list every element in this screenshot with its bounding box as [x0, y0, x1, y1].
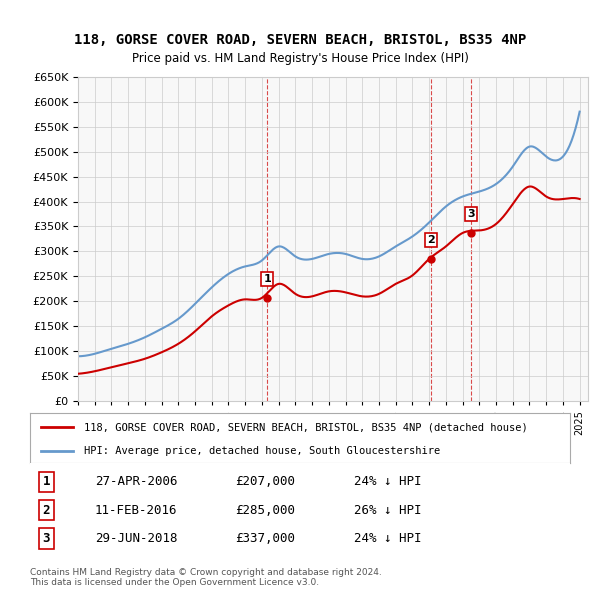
Text: 26% ↓ HPI: 26% ↓ HPI	[354, 504, 421, 517]
Text: 2: 2	[427, 235, 435, 245]
Text: Contains HM Land Registry data © Crown copyright and database right 2024.
This d: Contains HM Land Registry data © Crown c…	[30, 568, 382, 587]
Text: 11-FEB-2016: 11-FEB-2016	[95, 504, 178, 517]
Text: 1: 1	[43, 476, 50, 489]
Text: 118, GORSE COVER ROAD, SEVERN BEACH, BRISTOL, BS35 4NP (detached house): 118, GORSE COVER ROAD, SEVERN BEACH, BRI…	[84, 422, 528, 432]
Text: 24% ↓ HPI: 24% ↓ HPI	[354, 476, 421, 489]
Text: 3: 3	[467, 209, 475, 219]
Text: 118, GORSE COVER ROAD, SEVERN BEACH, BRISTOL, BS35 4NP: 118, GORSE COVER ROAD, SEVERN BEACH, BRI…	[74, 33, 526, 47]
Text: £285,000: £285,000	[235, 504, 295, 517]
Text: 2: 2	[43, 504, 50, 517]
Text: 27-APR-2006: 27-APR-2006	[95, 476, 178, 489]
Text: £337,000: £337,000	[235, 532, 295, 545]
Text: 1: 1	[263, 274, 271, 284]
Text: Price paid vs. HM Land Registry's House Price Index (HPI): Price paid vs. HM Land Registry's House …	[131, 52, 469, 65]
Text: £207,000: £207,000	[235, 476, 295, 489]
Text: 29-JUN-2018: 29-JUN-2018	[95, 532, 178, 545]
Text: 24% ↓ HPI: 24% ↓ HPI	[354, 532, 421, 545]
Text: 3: 3	[43, 532, 50, 545]
Text: HPI: Average price, detached house, South Gloucestershire: HPI: Average price, detached house, Sout…	[84, 445, 440, 455]
